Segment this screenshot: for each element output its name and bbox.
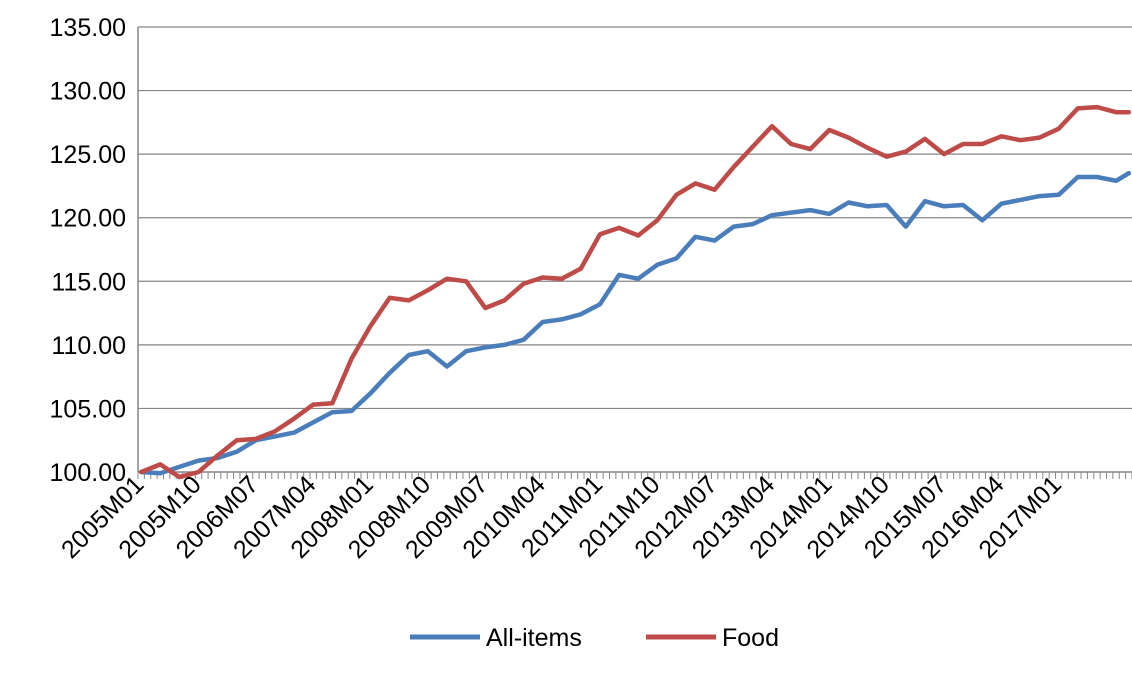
y-tick-label: 135.00 [50, 14, 126, 42]
series-line-all-items [138, 170, 1132, 476]
legend-label: Food [722, 624, 779, 652]
legend: All-items Food [410, 624, 779, 652]
gridlines [138, 26, 1132, 410]
y-tick-label: 120.00 [50, 205, 126, 233]
y-tick-label: 115.00 [51, 268, 126, 296]
x-axis: 2005M012005M102006M072007M042008M012008M… [56, 470, 1132, 564]
series-line-food [138, 104, 1132, 480]
y-tick-label: 125.00 [50, 141, 126, 169]
y-axis: 100.00 105.00 110.00 115.00 120.00 125.00 130.… [50, 14, 139, 487]
y-tick-label: 100.00 [50, 459, 126, 487]
legend-label: All-items [486, 624, 582, 652]
y-tick-label: 130.00 [50, 78, 126, 106]
y-tick-label: 110.00 [51, 332, 126, 360]
y-tick-label: 105.00 [50, 395, 126, 423]
series-layer [138, 104, 1132, 480]
